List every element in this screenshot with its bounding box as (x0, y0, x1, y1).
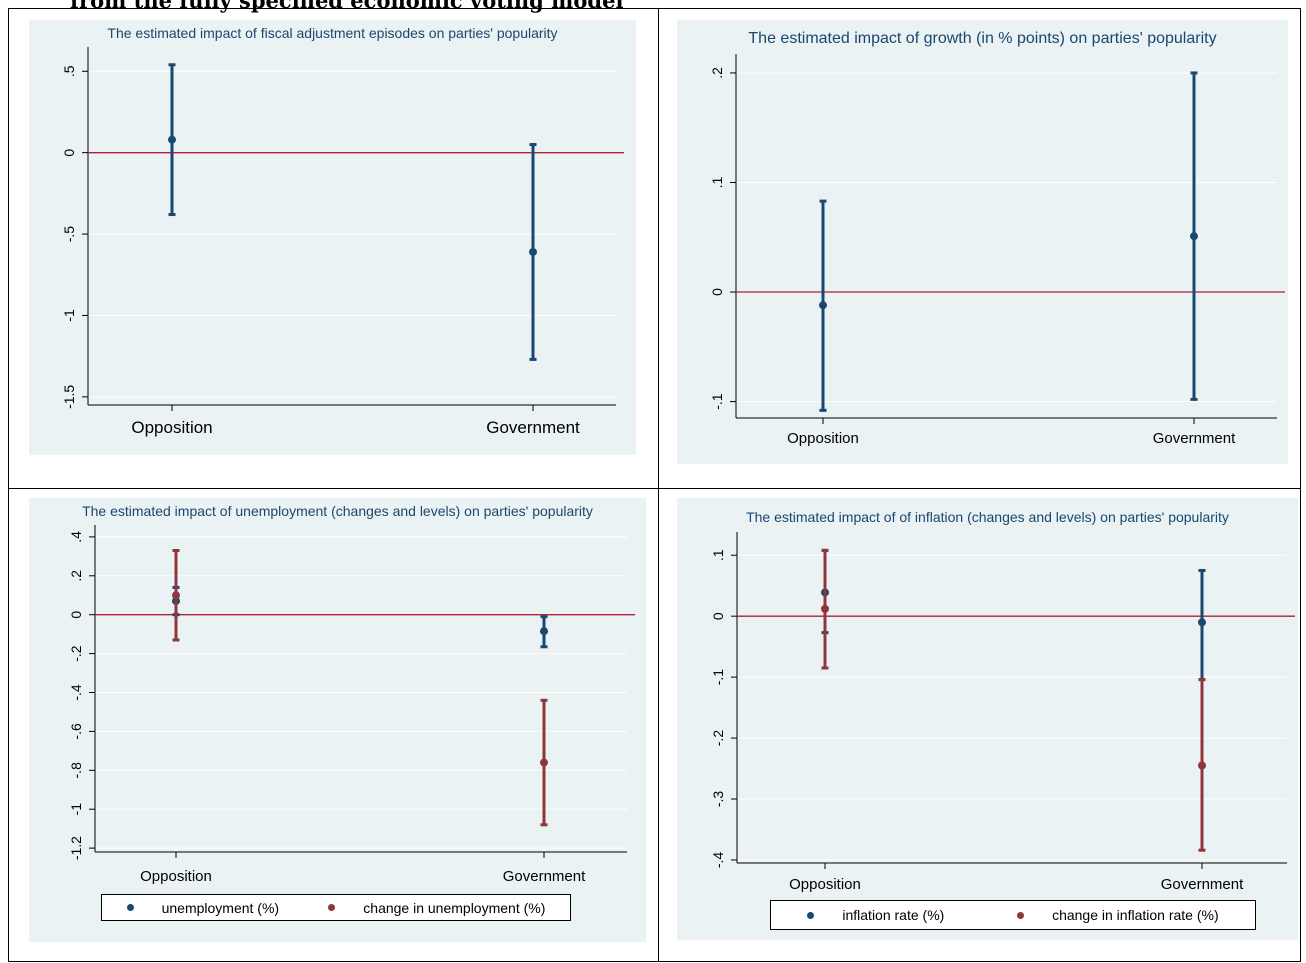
y-tick-label: -.4 (68, 684, 84, 701)
figure-caption: from the fully specified economic voting… (70, 0, 624, 13)
legend-item: unemployment (%) (126, 899, 280, 916)
y-tick-label: -.1 (710, 669, 726, 686)
y-tick-label: -1.2 (68, 836, 84, 860)
chart-plot: .1 0 -.1 -.2 -.3 -.4 Opposition Government (710, 532, 1295, 893)
x-tick-label: Opposition (140, 868, 212, 885)
chart-panel-unemployment: The estimated impact of unemployment (ch… (29, 498, 646, 942)
y-tick-label: -1 (68, 803, 84, 816)
point-estimate (1198, 618, 1206, 627)
x-tick-label: Opposition (131, 418, 212, 437)
grid-divider-vertical (658, 8, 659, 962)
x-tick-label: Opposition (787, 430, 859, 447)
chart-panel-growth: The estimated impact of growth (in % poi… (677, 20, 1288, 464)
y-tick-label: .5 (61, 65, 77, 77)
y-tick-label: 0 (61, 149, 77, 157)
chart-panel-fiscal-adjustment: The estimated impact of fiscal adjustmen… (29, 20, 636, 455)
y-tick-label: -.1 (709, 393, 725, 410)
chart-title: The estimated impact of of inflation (ch… (746, 509, 1229, 525)
chart-legend: unemployment (%) change in unemployment … (101, 894, 571, 921)
point-estimate (168, 135, 176, 144)
y-tick-label: -.4 (710, 852, 726, 869)
x-tick-label: Government (1153, 430, 1236, 447)
legend-item: change in unemployment (%) (328, 900, 545, 916)
chart-plot: .5 0 -.5 -1 -1.5 Opposition Government (61, 47, 624, 437)
point-estimate (540, 758, 548, 767)
y-tick-label: .1 (709, 176, 725, 188)
x-tick-label: Government (486, 418, 580, 437)
point-estimate (1190, 232, 1198, 241)
legend-label: change in unemployment (%) (363, 899, 546, 916)
legend-label: unemployment (%) (161, 899, 280, 916)
point-estimate (529, 247, 537, 256)
chart-legend: inflation rate (%) change in inflation r… (770, 900, 1256, 930)
chart-title: The estimated impact of unemployment (ch… (82, 503, 593, 519)
y-tick-label: 0 (68, 611, 84, 619)
point-estimate (821, 604, 829, 613)
y-tick-label: -.3 (710, 791, 726, 808)
point-estimate (1198, 761, 1206, 770)
y-tick-label: 0 (710, 612, 726, 620)
x-tick-label: Opposition (789, 876, 861, 893)
legend-marker (807, 911, 815, 919)
point-estimate (540, 627, 548, 636)
legend-marker (328, 904, 336, 911)
grid-divider-horizontal (8, 488, 1301, 489)
y-tick-label: .1 (710, 549, 726, 561)
y-tick-label: .2 (709, 67, 725, 79)
legend-marker (126, 904, 134, 911)
y-tick-label: -.2 (68, 645, 84, 662)
y-tick-label: -1.5 (61, 385, 77, 409)
chart-plot: .2 .1 0 -.1 Opposition Government (709, 54, 1285, 447)
legend-marker (1017, 911, 1025, 919)
chart-title: The estimated impact of growth (in % poi… (748, 30, 1217, 47)
y-tick-label: 0 (709, 288, 725, 296)
x-tick-label: Government (503, 868, 586, 885)
figure-frame (8, 8, 1301, 962)
y-tick-label: -1 (61, 309, 77, 322)
legend-label: change in inflation rate (%) (1052, 907, 1219, 923)
legend-item: inflation rate (%) (807, 907, 944, 923)
y-tick-label: -.2 (710, 730, 726, 747)
x-tick-label: Government (1161, 876, 1244, 893)
chart-title: The estimated impact of fiscal adjustmen… (107, 25, 558, 41)
point-estimate (172, 591, 180, 600)
chart-plot: .4 .2 0 -.2 -.4 -.6 -.8 -1 -1.2 Opposition Governm… (68, 525, 635, 885)
y-tick-label: .2 (68, 570, 84, 582)
y-tick-label: -.5 (61, 226, 77, 243)
y-tick-label: -.6 (68, 723, 84, 740)
point-estimate (819, 301, 827, 310)
y-tick-label: -.8 (68, 762, 84, 779)
chart-panel-inflation: The estimated impact of of inflation (ch… (677, 498, 1298, 940)
y-tick-label: .4 (68, 531, 84, 543)
legend-label: inflation rate (%) (842, 907, 945, 923)
legend-item: change in inflation rate (%) (1017, 907, 1219, 923)
